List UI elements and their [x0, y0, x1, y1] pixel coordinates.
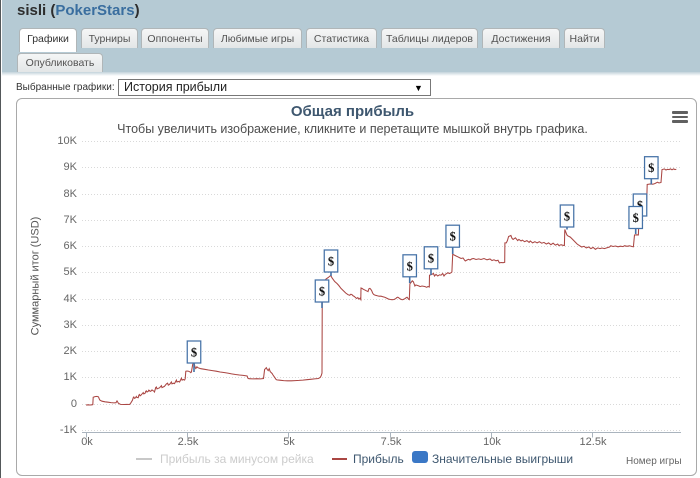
svg-text:$: $ [637, 199, 643, 213]
svg-text:$: $ [450, 230, 456, 244]
svg-text:$: $ [564, 210, 570, 224]
svg-text:$: $ [191, 346, 197, 360]
svg-text:$: $ [407, 259, 413, 273]
svg-text:$: $ [648, 161, 654, 175]
svg-text:$: $ [633, 211, 639, 225]
svg-text:$: $ [328, 255, 334, 269]
svg-text:$: $ [319, 285, 325, 299]
svg-text:$: $ [428, 251, 434, 265]
